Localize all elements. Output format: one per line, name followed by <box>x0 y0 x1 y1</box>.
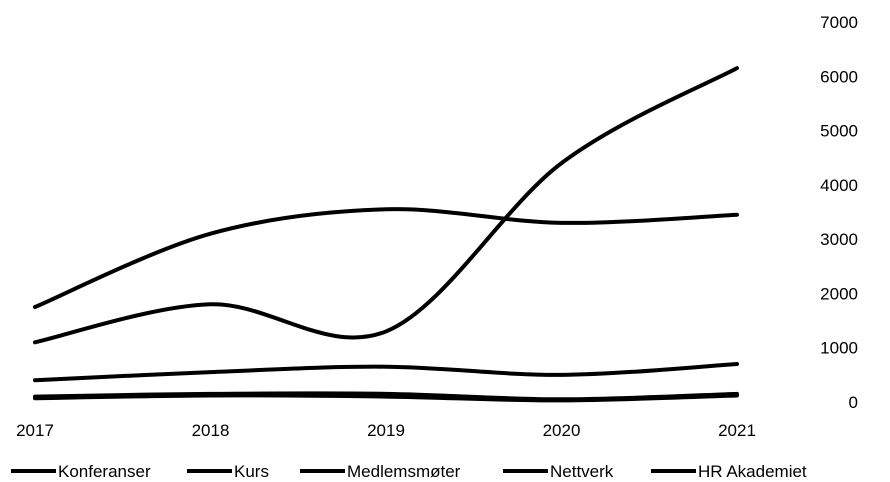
series-line-hr-akademiet <box>33 393 739 403</box>
y-tick-label: 3000 <box>820 230 858 249</box>
series-line-kurs <box>33 207 739 309</box>
y-tick-label: 2000 <box>820 284 858 303</box>
plot-area <box>33 66 739 403</box>
x-tick-label: 2019 <box>367 421 405 440</box>
x-tick-label: 2017 <box>16 421 54 440</box>
legend-label: Nettverk <box>550 462 614 481</box>
y-tick-label: 4000 <box>820 176 858 195</box>
y-tick-label: 0 <box>849 393 858 412</box>
legend: Konferanser Kurs Medlemsmøter Nettverk HR Ak… <box>11 462 807 481</box>
series-line-medlemsm-ter <box>33 362 739 383</box>
x-tick-label: 2018 <box>192 421 230 440</box>
legend-label: HR Akademiet <box>698 462 807 481</box>
x-axis-ticks: 2017 2018 2019 2020 2021 <box>16 421 756 440</box>
legend-label: Medlemsmøter <box>347 462 461 481</box>
x-tick-label: 2020 <box>543 421 581 440</box>
y-tick-label: 6000 <box>820 67 858 86</box>
y-axis-ticks: 0 1000 2000 3000 4000 5000 6000 7000 <box>820 13 858 412</box>
legend-label: Konferanser <box>58 462 151 481</box>
x-tick-label: 2021 <box>718 421 756 440</box>
y-tick-label: 5000 <box>820 122 858 141</box>
y-tick-label: 7000 <box>820 13 858 32</box>
y-tick-label: 1000 <box>820 339 858 358</box>
legend-label: Kurs <box>234 462 269 481</box>
series-line-konferanser <box>33 66 739 345</box>
